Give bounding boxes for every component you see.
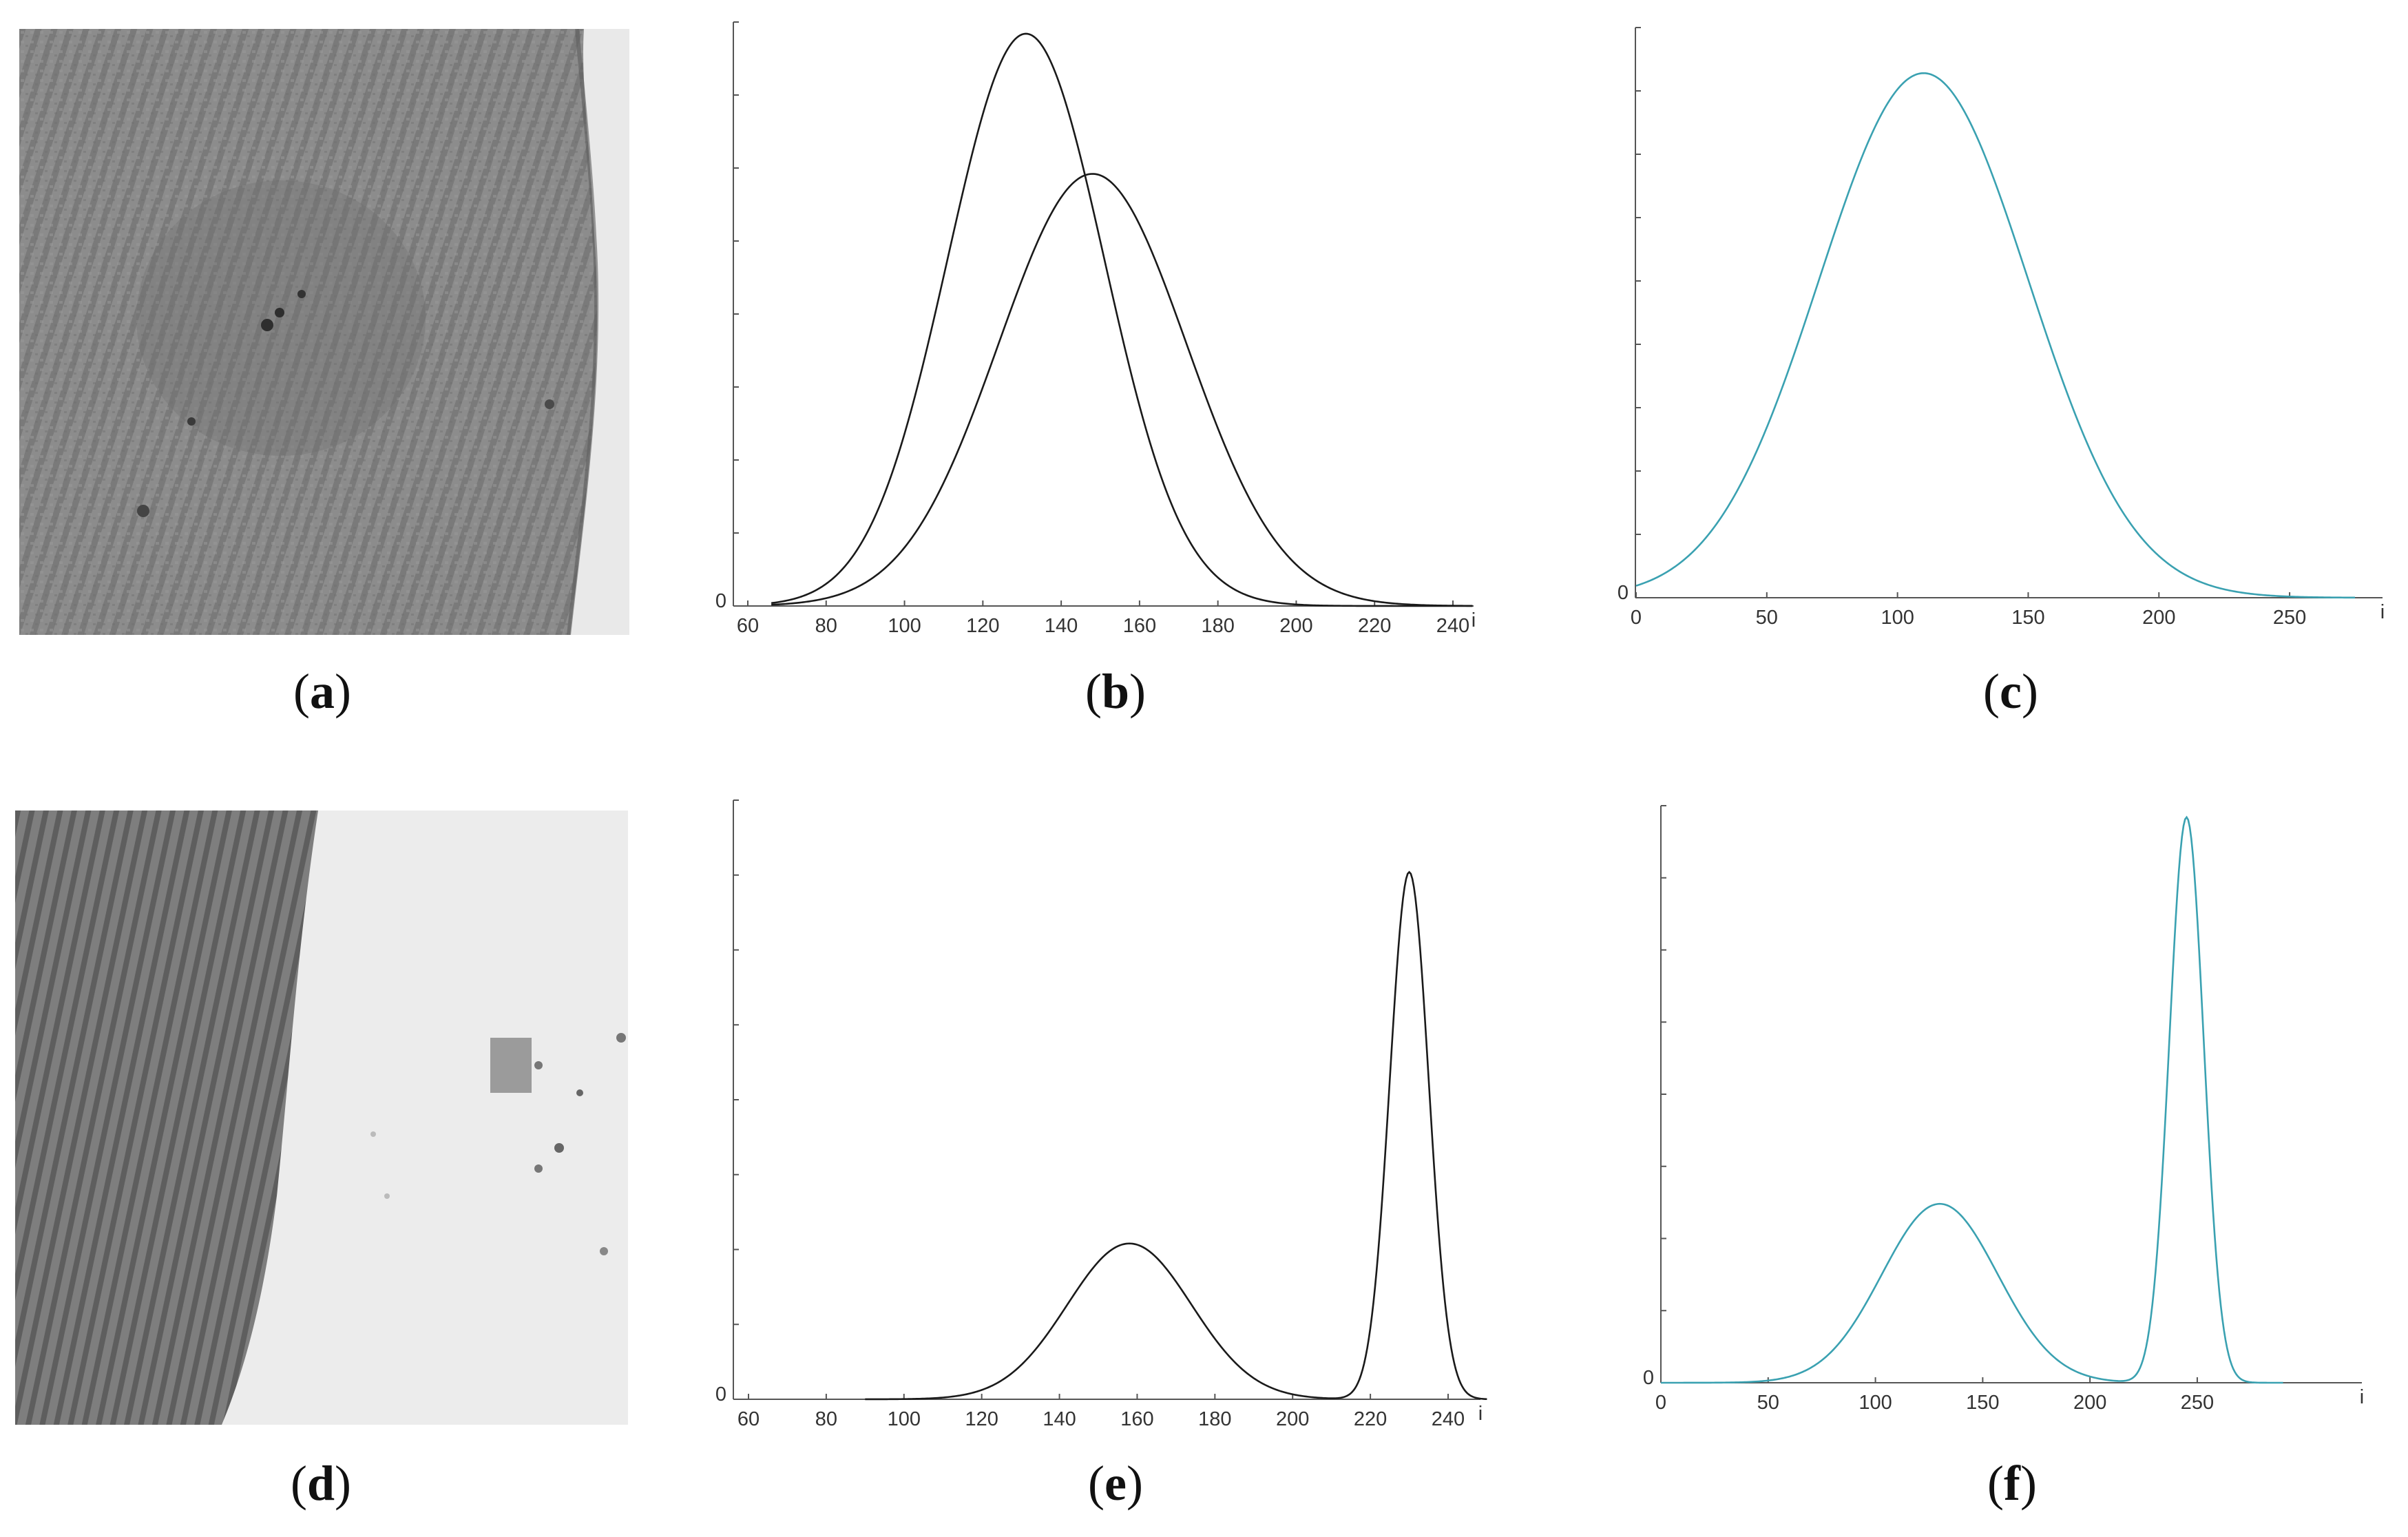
x-tick-label: 80 xyxy=(815,1408,837,1430)
chart-f: 00 50 100 150 200 250 i xyxy=(1643,805,2364,1414)
x-tick-label: 140 xyxy=(1043,1408,1076,1430)
series-line-2 xyxy=(771,173,1473,607)
chart-c: 00 50 100 150 200 250 i xyxy=(1617,27,2385,629)
x-tick-label: 200 xyxy=(1276,1408,1309,1430)
x-axis-label: i xyxy=(2360,1386,2364,1408)
caption-e: (e) xyxy=(1088,1456,1143,1511)
x-tick-label: 250 xyxy=(2181,1392,2214,1414)
x-axis-label: i xyxy=(1472,609,1476,631)
x-axis-label: i xyxy=(2380,601,2385,623)
x-tick-label: 160 xyxy=(1123,615,1156,637)
caption-b: (b) xyxy=(1085,664,1146,719)
caption-d: (d) xyxy=(290,1456,351,1511)
x-tick-label: 100 xyxy=(1881,607,1914,629)
series-line-1 xyxy=(1635,72,2356,599)
chart-b: 0 60 80 100 120 140 160 180 200 220 240 i xyxy=(715,21,1476,637)
x-tick-label: 220 xyxy=(1358,615,1391,637)
x-tick-label: 200 xyxy=(1279,615,1312,637)
x-tick-label: 120 xyxy=(965,1408,998,1430)
x-tick-label: 50 xyxy=(1757,1392,1779,1414)
x-tick-label: 160 xyxy=(1120,1408,1153,1430)
series-line-1 xyxy=(865,870,1487,1401)
x-tick-label: 100 xyxy=(1859,1392,1892,1414)
x-tick-label: 250 xyxy=(2273,607,2306,629)
x-tick-label: 180 xyxy=(1198,1408,1231,1430)
x-tick-label: 100 xyxy=(888,615,921,637)
x-tick-label: 50 xyxy=(1756,607,1778,629)
y-tick-label: 0 xyxy=(715,1383,726,1405)
x-tick-label: 140 xyxy=(1045,615,1078,637)
x-tick-label: 240 xyxy=(1432,1408,1465,1430)
caption-c: (c) xyxy=(1983,664,2038,719)
caption-f: (f) xyxy=(1987,1456,2037,1511)
x-tick-label: 80 xyxy=(815,615,837,637)
micrograph-image-a xyxy=(19,29,629,635)
x-tick-label: 150 xyxy=(2011,607,2044,629)
x-tick-label: 0 xyxy=(1631,607,1642,629)
series-line-1 xyxy=(771,32,1473,607)
x-tick-label: 120 xyxy=(966,615,999,637)
x-tick-label: 60 xyxy=(737,1408,760,1430)
x-tick-label: 100 xyxy=(888,1408,921,1430)
x-tick-label: 220 xyxy=(1354,1408,1387,1430)
x-tick-label: 180 xyxy=(1201,615,1234,637)
y-tick-label: 0 xyxy=(715,590,726,612)
x-tick-label: 240 xyxy=(1436,615,1469,637)
micrograph-image-d xyxy=(15,811,628,1425)
y-tick-label: 0 xyxy=(1643,1367,1654,1389)
x-tick-label: 200 xyxy=(2142,607,2175,629)
series-line-1 xyxy=(1661,815,2283,1384)
y-tick-label: 0 xyxy=(1617,582,1629,604)
x-tick-label: 200 xyxy=(2073,1392,2106,1414)
x-tick-label: 60 xyxy=(737,615,759,637)
chart-e: 0 60 80 100 120 140 160 180 200 220 240 i xyxy=(715,799,1487,1430)
x-axis-label: i xyxy=(1478,1403,1483,1425)
x-tick-label: 150 xyxy=(1966,1392,1999,1414)
caption-a: (a) xyxy=(293,664,351,719)
x-tick-label: 0 xyxy=(1655,1392,1666,1414)
